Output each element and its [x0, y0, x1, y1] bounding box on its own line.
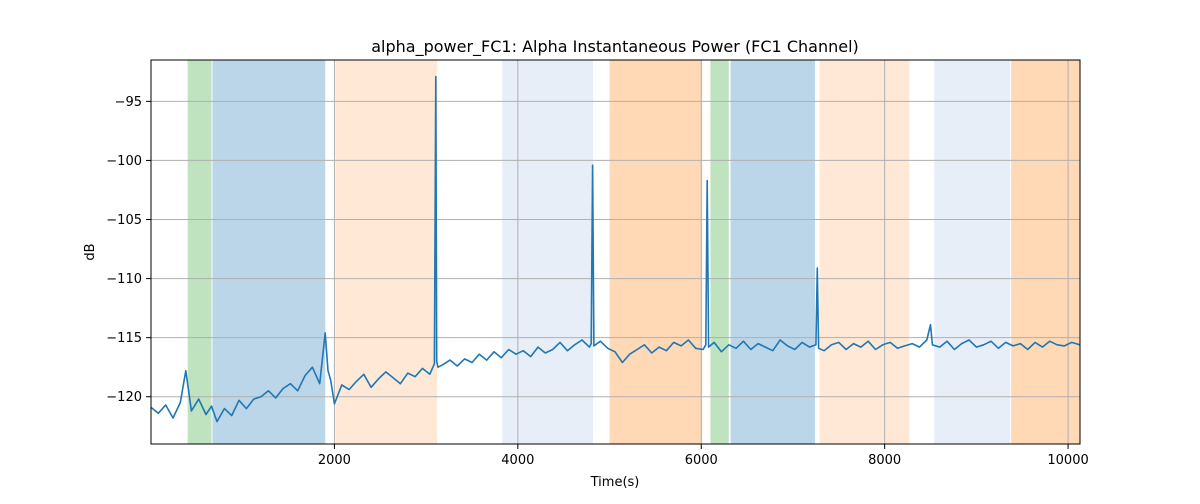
series-line-0 — [151, 75, 1080, 423]
chart-title: alpha_power_FC1: Alpha Instantaneous Pow… — [371, 37, 859, 57]
y-tick-label-1: −100 — [106, 154, 142, 169]
shaded-band-2 — [335, 60, 438, 444]
x-tick-label-3: 8000 — [868, 453, 901, 468]
shaded-band-9 — [1011, 60, 1080, 444]
y-tick-label-5: −120 — [106, 390, 142, 405]
x-tick-label-1: 4000 — [501, 453, 534, 468]
y-tick-label-3: −110 — [106, 272, 142, 287]
shaded-band-4 — [609, 60, 703, 444]
x-tick-label-4: 10000 — [1047, 453, 1088, 468]
series-layer — [151, 75, 1080, 423]
y-tick-label-4: −115 — [106, 331, 142, 346]
plot-frame — [150, 59, 1081, 445]
y-tick-label-0: −95 — [115, 95, 142, 110]
y-axis-label: dB — [83, 243, 98, 260]
shaded-band-7 — [819, 60, 910, 444]
shaded-band-6 — [730, 60, 815, 444]
shaded-bands — [187, 60, 1080, 444]
shaded-band-3 — [502, 60, 594, 444]
y-tick-label-2: −105 — [106, 213, 142, 228]
x-tick-label-0: 2000 — [318, 453, 351, 468]
x-tick-label-2: 6000 — [685, 453, 718, 468]
shaded-band-1 — [212, 60, 326, 444]
x-axis-label: Time(s) — [590, 475, 640, 490]
shaded-band-5 — [710, 60, 729, 444]
shaded-band-0 — [187, 60, 212, 444]
grid-lines — [151, 60, 1080, 444]
y-axis-ticks: −95 −100 −105 −110 −115 −120 — [106, 95, 151, 405]
x-axis-ticks: 2000 4000 6000 8000 10000 — [318, 444, 1089, 468]
shaded-band-8 — [934, 60, 1011, 444]
